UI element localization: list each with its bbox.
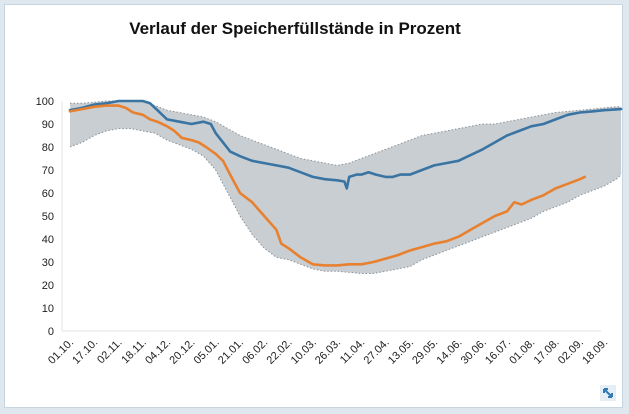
y-tick-label: 10 [42, 303, 54, 315]
x-tick-label: 02.09. [556, 337, 586, 367]
y-tick-label: 90 [42, 119, 54, 131]
chart-title: Verlauf der Speicherfüllstände in Prozen… [129, 19, 461, 38]
x-tick-label: 27.04. [362, 337, 392, 367]
range-band-lower-edge [69, 128, 622, 274]
y-tick-label: 70 [42, 165, 54, 177]
x-tick-label: 21.01. [216, 337, 246, 367]
range-band-upper-edge [70, 100, 622, 166]
x-tick-label: 16.07. [483, 337, 513, 367]
x-tick-label: 29.05. [410, 337, 440, 367]
x-tick-label: 05.01. [192, 337, 222, 367]
x-tick-label: 20.12. [167, 337, 197, 367]
x-tick-label: 30.06. [459, 337, 489, 367]
x-tick-label: 02.11. [95, 337, 125, 367]
y-tick-label: 30 [42, 257, 54, 269]
y-tick-label: 40 [42, 234, 54, 246]
expand-icon[interactable] [600, 385, 616, 401]
x-tick-label: 26.03. [313, 337, 343, 367]
x-tick-label: 01.08. [507, 337, 537, 367]
y-tick-label: 60 [42, 188, 54, 200]
series-line-orange [68, 104, 586, 267]
x-tick-label: 04.12. [143, 337, 173, 367]
x-tick-label: 11.04. [338, 337, 368, 367]
x-tick-label: 06.02. [240, 337, 270, 367]
x-tick-label: 13.05. [386, 337, 416, 367]
y-tick-label: 20 [42, 280, 54, 292]
chart-frame: Verlauf der Speicherfüllstände in Prozen… [4, 4, 623, 408]
x-tick-label: 17.10. [70, 337, 100, 367]
y-tick-label: 0 [48, 326, 54, 338]
series-line-blue [68, 99, 623, 190]
chart-plot: 0 10 20 30 40 50 60 70 80 90 100 01.10.17.10.02.11.… [36, 96, 623, 367]
x-tick-label: 01.10. [46, 337, 76, 367]
x-tick-label: 17.08. [532, 337, 562, 367]
x-tick-label: 22.02. [265, 337, 295, 367]
x-tick-label: 14.06. [434, 337, 464, 367]
x-tick-label: 18.09. [580, 337, 610, 367]
x-tick-label: 10.03. [289, 337, 319, 367]
y-tick-label: 100 [36, 96, 54, 108]
y-tick-label: 80 [42, 142, 54, 154]
x-tick-label: 18.11. [119, 337, 149, 367]
y-tick-label: 50 [42, 211, 54, 223]
